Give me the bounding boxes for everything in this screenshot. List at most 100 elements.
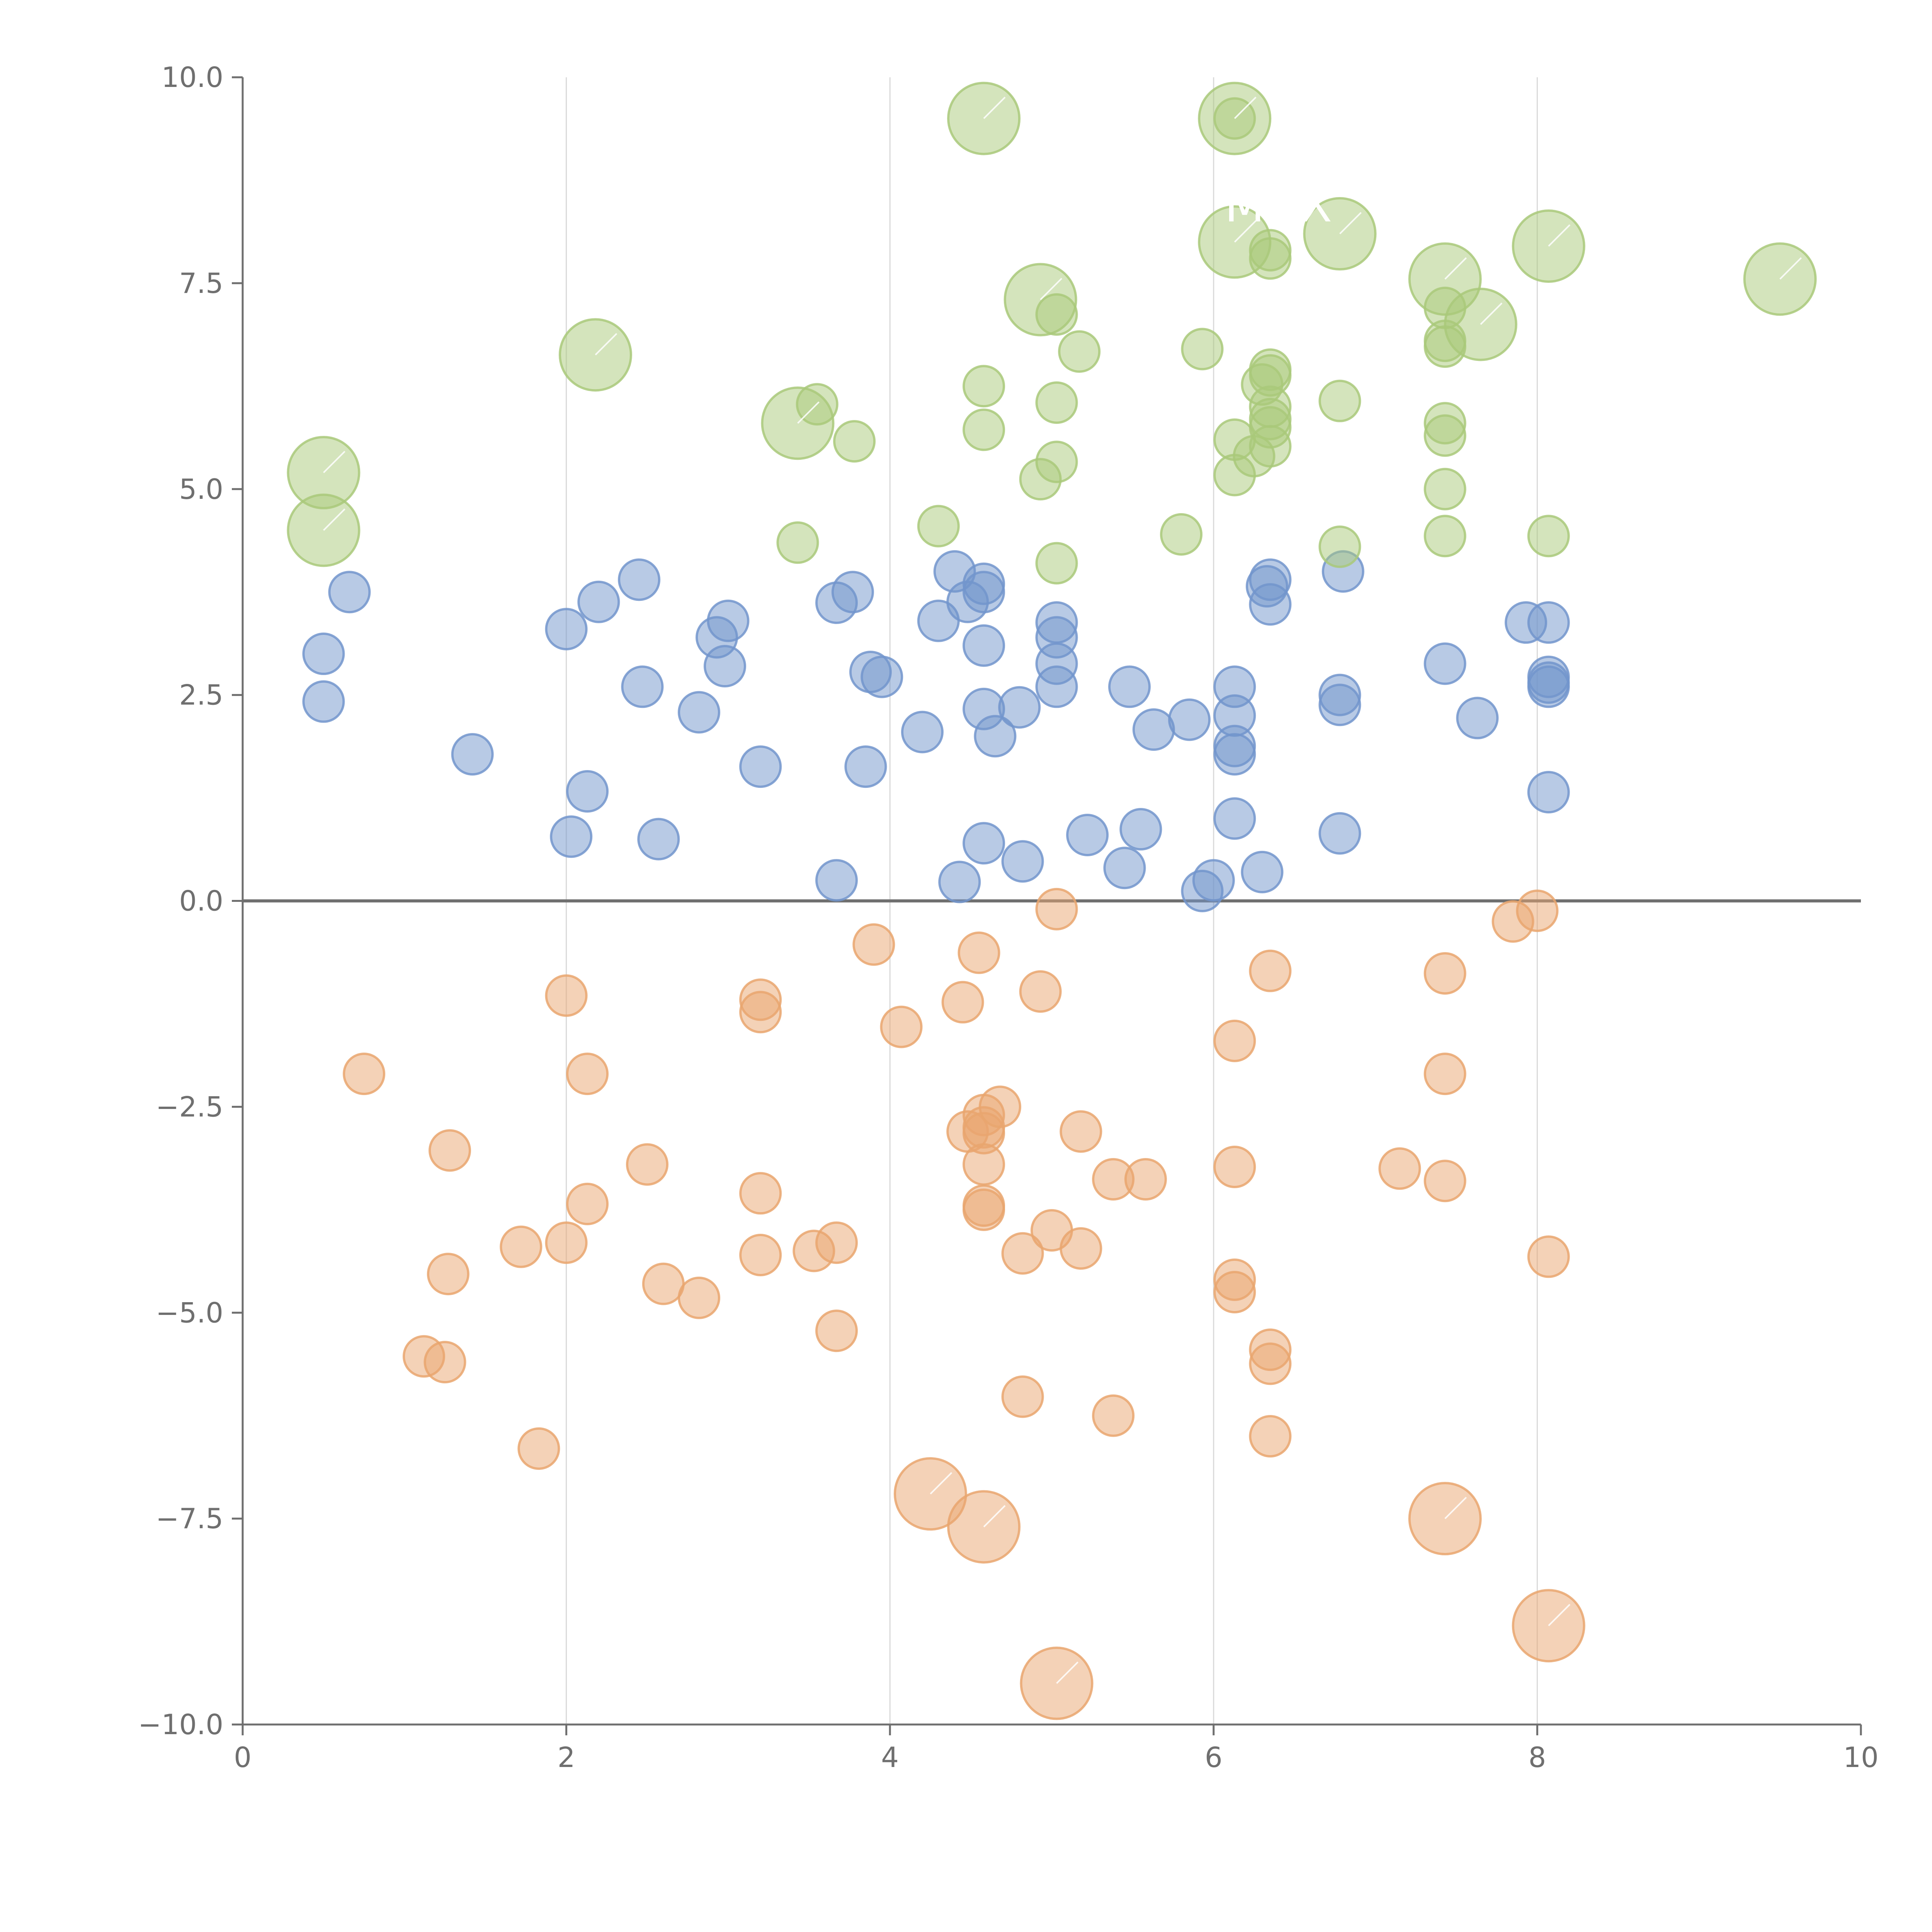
green-point — [1318, 379, 1361, 422]
blue-point — [1001, 840, 1044, 883]
blue-point — [938, 861, 981, 903]
green-point — [1181, 328, 1224, 371]
orange-point — [1423, 1160, 1466, 1202]
orange-leader-line — [930, 1472, 952, 1495]
orange-point — [1001, 1232, 1044, 1275]
orange-point — [739, 1234, 782, 1277]
green-leader-line — [983, 97, 1006, 119]
orange-point — [500, 1225, 543, 1268]
green-leader-line — [1234, 220, 1257, 243]
orange-point — [1124, 1158, 1167, 1201]
blue-point — [1527, 601, 1570, 644]
blue-point — [963, 822, 1005, 865]
orange-point — [1213, 1145, 1256, 1188]
x-tick-label: 0 — [234, 1741, 252, 1774]
orange-point — [1249, 1415, 1292, 1458]
green-point — [917, 505, 960, 548]
orange-point — [739, 1172, 782, 1215]
x-tick-label: 2 — [558, 1741, 575, 1774]
orange-point — [1092, 1394, 1135, 1437]
green-leader-line — [595, 333, 617, 355]
blue-point — [1241, 850, 1284, 893]
orange-point — [1423, 952, 1466, 995]
orange-leader-line — [983, 1505, 1006, 1527]
y-tick-label: −2.5 — [156, 1090, 223, 1123]
blue-point — [707, 599, 750, 642]
green-leader-line — [1234, 97, 1257, 119]
blue-point — [831, 571, 874, 614]
orange-point — [957, 931, 1000, 974]
blue-point — [1249, 583, 1292, 626]
orange-point — [1527, 1235, 1570, 1278]
green-point — [1423, 468, 1466, 510]
blue-point — [1103, 847, 1146, 889]
green-leader-line — [1548, 224, 1571, 247]
green-leader-line — [1444, 257, 1467, 280]
blue-point — [302, 633, 345, 675]
orange-point — [517, 1427, 560, 1470]
blue-point — [566, 770, 609, 813]
orange-point — [429, 1129, 471, 1172]
annotations: MDX — [323, 97, 1802, 1684]
blue-point — [1119, 808, 1162, 851]
blue-point — [451, 733, 494, 776]
green-point — [833, 420, 876, 463]
blue-point — [1035, 665, 1078, 708]
blue-point — [1318, 812, 1361, 855]
orange-point — [566, 1053, 609, 1095]
x-tick-label: 8 — [1528, 1741, 1546, 1774]
orange-point — [739, 991, 782, 1034]
orange-point — [1060, 1227, 1102, 1270]
blue-point — [1213, 733, 1256, 776]
orange-point — [941, 981, 984, 1024]
blue-point — [328, 571, 371, 614]
point-annotation: MDX — [1225, 179, 1332, 233]
blue-point — [1132, 708, 1175, 751]
orange-large-point — [1512, 1589, 1585, 1663]
green-large-point — [1512, 209, 1585, 283]
orange-point — [963, 1143, 1005, 1186]
green-leader-line — [1779, 257, 1802, 280]
green-point — [776, 521, 819, 564]
x-tick-label: 10 — [1843, 1741, 1879, 1774]
green-point — [1249, 425, 1292, 468]
green-point — [1058, 330, 1101, 373]
blue-point — [618, 558, 661, 601]
orange-point — [1378, 1147, 1421, 1190]
green-leader-line — [797, 401, 820, 424]
green-point — [1527, 515, 1570, 558]
orange-point — [1423, 1053, 1466, 1095]
blue-point — [998, 686, 1041, 729]
blue-point — [545, 608, 588, 651]
blue-point — [678, 691, 721, 734]
green-point — [963, 408, 1005, 451]
green-leader-line — [323, 508, 345, 531]
orange-point — [1516, 889, 1559, 932]
green-point — [1160, 513, 1203, 556]
blue-point — [1213, 797, 1256, 840]
orange-point — [1213, 1270, 1256, 1313]
green-point — [1035, 381, 1078, 424]
blue-point — [1168, 698, 1211, 741]
y-tick-label: 10.0 — [162, 61, 223, 94]
green-point — [1423, 515, 1466, 558]
orange-point — [1060, 1110, 1102, 1153]
blue-point — [815, 859, 858, 902]
blue-point — [621, 665, 664, 708]
orange-point — [678, 1276, 721, 1319]
blue-point — [1527, 665, 1570, 708]
orange-leader-line — [1548, 1604, 1571, 1626]
orange-point — [427, 1253, 469, 1296]
blue-point — [1527, 771, 1570, 814]
orange-point — [1019, 970, 1062, 1013]
blue-point — [550, 815, 593, 858]
orange-point — [978, 1085, 1021, 1128]
blue-point — [844, 745, 887, 788]
orange-point — [423, 1341, 466, 1384]
orange-point — [545, 1221, 588, 1264]
y-tick-label: −5.0 — [156, 1296, 223, 1329]
orange-point — [545, 974, 588, 1017]
data-points — [287, 82, 1817, 1720]
orange-point — [815, 1310, 858, 1352]
